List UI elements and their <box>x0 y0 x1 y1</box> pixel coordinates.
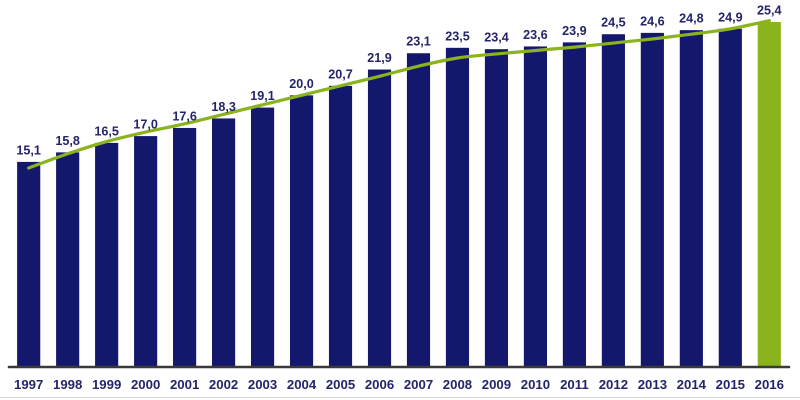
svg-text:2015: 2015 <box>716 377 745 392</box>
svg-text:2013: 2013 <box>638 377 667 392</box>
svg-text:2000: 2000 <box>131 377 160 392</box>
svg-text:23,6: 23,6 <box>523 28 548 42</box>
svg-text:2008: 2008 <box>443 377 472 392</box>
svg-text:20,7: 20,7 <box>328 67 353 81</box>
svg-text:1997: 1997 <box>14 377 43 392</box>
svg-text:24,8: 24,8 <box>679 12 704 26</box>
svg-text:2006: 2006 <box>365 377 394 392</box>
svg-text:2012: 2012 <box>599 377 628 392</box>
svg-text:2009: 2009 <box>482 377 511 392</box>
svg-text:2016: 2016 <box>755 377 784 392</box>
svg-text:24,9: 24,9 <box>718 10 743 24</box>
svg-text:2007: 2007 <box>404 377 433 392</box>
svg-text:25,4: 25,4 <box>757 4 782 18</box>
svg-text:2005: 2005 <box>326 377 355 392</box>
svg-text:15,8: 15,8 <box>55 134 80 148</box>
svg-text:23,1: 23,1 <box>406 35 431 49</box>
svg-text:1999: 1999 <box>92 377 121 392</box>
svg-text:20,0: 20,0 <box>289 77 314 91</box>
svg-text:2014: 2014 <box>677 377 707 392</box>
svg-text:2001: 2001 <box>170 377 199 392</box>
svg-text:19,1: 19,1 <box>250 89 275 103</box>
svg-text:21,9: 21,9 <box>367 51 392 65</box>
svg-text:18,3: 18,3 <box>211 100 236 114</box>
svg-text:15,1: 15,1 <box>16 143 41 157</box>
svg-text:2004: 2004 <box>287 377 317 392</box>
svg-text:17,0: 17,0 <box>133 118 158 132</box>
svg-text:17,6: 17,6 <box>172 109 197 123</box>
svg-text:2011: 2011 <box>560 377 589 392</box>
svg-text:23,5: 23,5 <box>445 29 470 43</box>
svg-text:24,5: 24,5 <box>601 16 626 30</box>
svg-text:23,4: 23,4 <box>484 31 509 45</box>
svg-text:2010: 2010 <box>521 377 550 392</box>
svg-text:23,9: 23,9 <box>562 24 587 38</box>
svg-text:2003: 2003 <box>248 377 277 392</box>
svg-text:24,6: 24,6 <box>640 14 665 28</box>
svg-text:16,5: 16,5 <box>94 124 119 138</box>
svg-text:2002: 2002 <box>209 377 238 392</box>
svg-text:1998: 1998 <box>53 377 82 392</box>
